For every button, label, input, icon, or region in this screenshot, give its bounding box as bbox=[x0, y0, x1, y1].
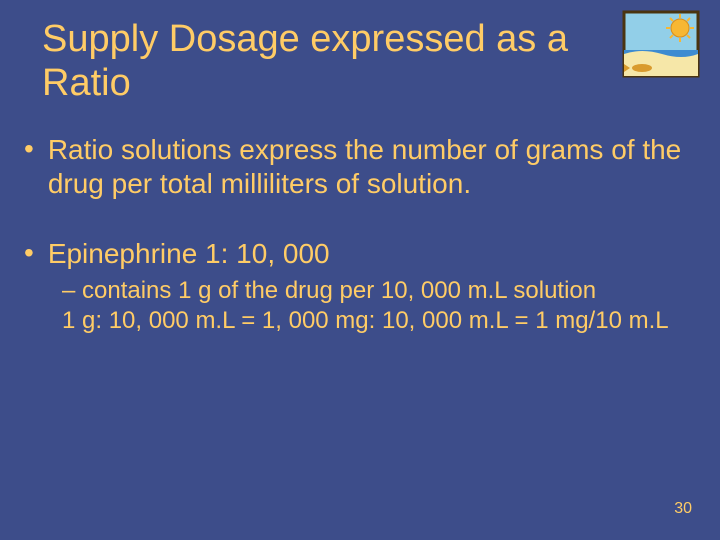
slide: Supply Dosage expressed as a Ratio • Rat… bbox=[0, 0, 720, 540]
page-number: 30 bbox=[674, 500, 692, 518]
bullet-text: Ratio solutions express the number of gr… bbox=[48, 133, 696, 200]
beach-clipart-icon bbox=[622, 10, 700, 78]
bullet-dot-icon: • bbox=[24, 133, 34, 165]
bullet-item: • Ratio solutions express the number of … bbox=[24, 133, 696, 200]
slide-title: Supply Dosage expressed as a Ratio bbox=[42, 18, 602, 105]
sub-bullet-text: 1 g: 10, 000 m.L = 1, 000 mg: 10, 000 m.… bbox=[62, 306, 696, 336]
sub-bullet-group: – contains 1 g of the drug per 10, 000 m… bbox=[62, 276, 696, 336]
bullet-item: • Epinephrine 1: 10, 000 bbox=[24, 237, 696, 271]
bullet-dot-icon: • bbox=[24, 237, 34, 269]
bullet-text: Epinephrine 1: 10, 000 bbox=[48, 237, 330, 271]
sub-bullet-text: – contains 1 g of the drug per 10, 000 m… bbox=[62, 276, 696, 306]
